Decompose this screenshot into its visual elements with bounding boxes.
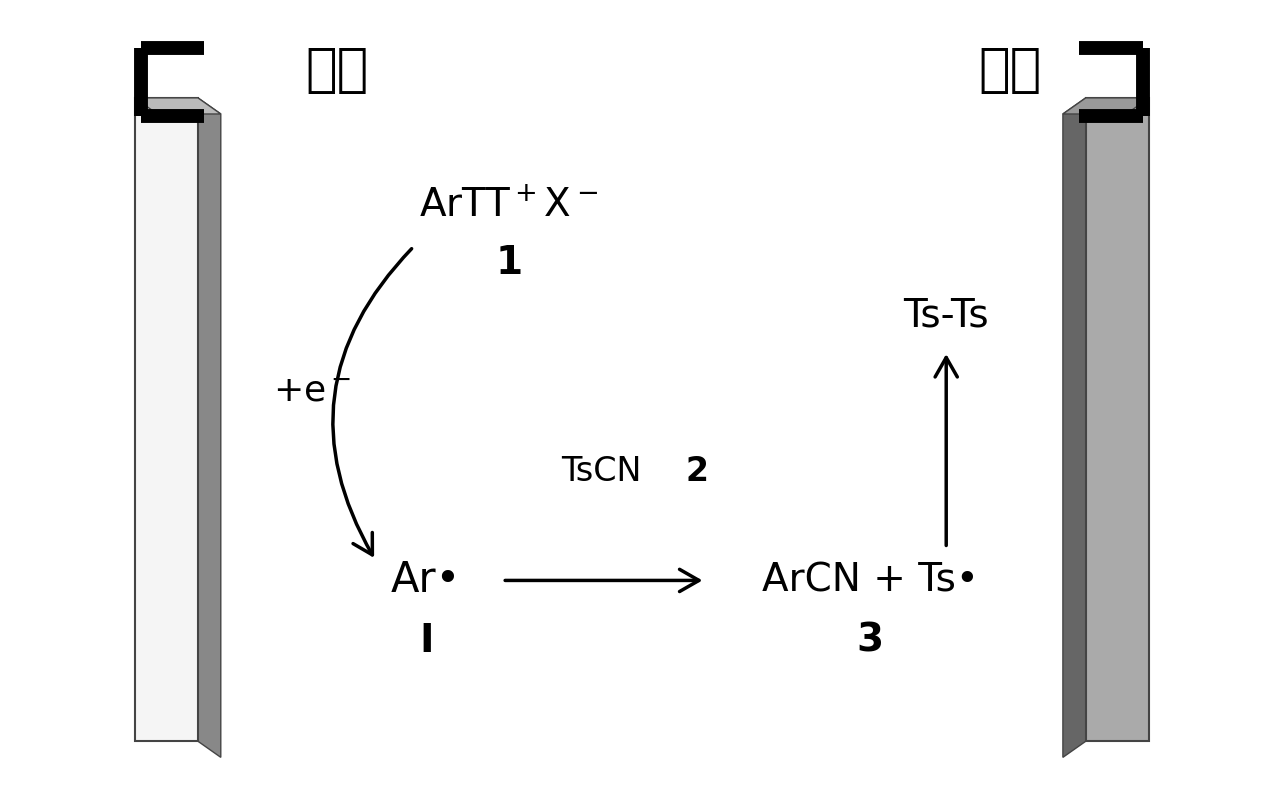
Text: 3: 3 xyxy=(857,621,883,660)
Text: ArTT$^+$X$^-$: ArTT$^+$X$^-$ xyxy=(419,187,599,225)
Polygon shape xyxy=(1085,98,1149,742)
Text: TsCN: TsCN xyxy=(562,455,642,488)
Text: Ts-Ts: Ts-Ts xyxy=(904,296,989,334)
Text: I: I xyxy=(419,621,433,660)
Text: 1: 1 xyxy=(496,244,522,282)
Polygon shape xyxy=(135,98,221,114)
Polygon shape xyxy=(1063,98,1085,757)
FancyArrowPatch shape xyxy=(333,249,412,555)
Polygon shape xyxy=(1063,98,1149,114)
Text: +e$^-$: +e$^-$ xyxy=(273,374,351,408)
Text: Ar•: Ar• xyxy=(391,559,461,601)
Text: 阳极: 阳极 xyxy=(977,44,1041,96)
FancyArrowPatch shape xyxy=(505,569,699,592)
Text: ArCN + Ts•: ArCN + Ts• xyxy=(761,562,979,600)
Polygon shape xyxy=(135,98,198,742)
Text: 2: 2 xyxy=(661,455,709,488)
Polygon shape xyxy=(198,98,221,757)
Text: 阴极: 阴极 xyxy=(306,44,369,96)
FancyArrowPatch shape xyxy=(935,358,957,546)
